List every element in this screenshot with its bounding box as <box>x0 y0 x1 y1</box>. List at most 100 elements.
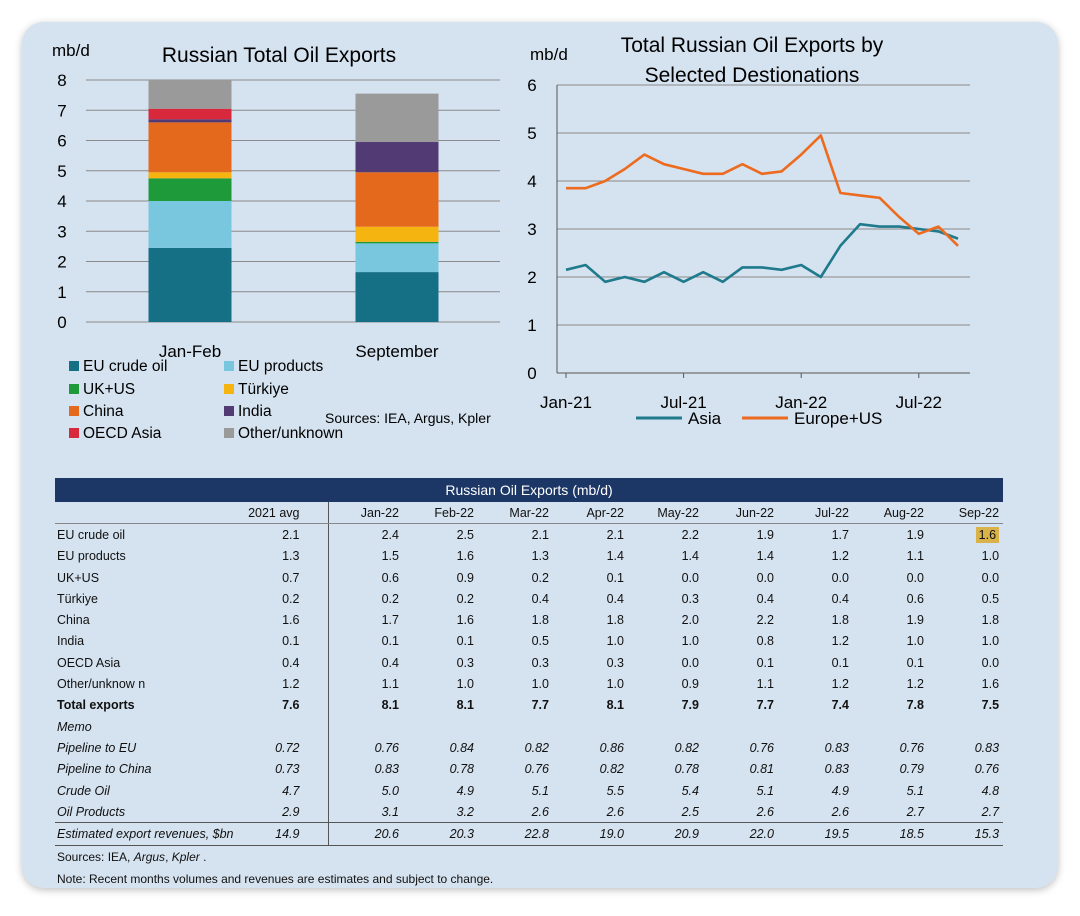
table-cell: 1.4 <box>606 549 624 564</box>
table-cell: 0.76 <box>899 740 924 755</box>
table-cell: 0.78 <box>449 762 474 777</box>
table-cell: 0.6 <box>906 591 924 606</box>
bar-chart-source: Sources: IEA, Argus, Kpler <box>325 410 491 426</box>
bar-category-label: Jan-Feb <box>159 342 221 361</box>
table-cell: 3.2 <box>456 804 474 819</box>
legend-swatch-eu_crude <box>69 361 79 371</box>
table-cell <box>240 715 329 738</box>
table-cell: 20.6 <box>328 822 403 846</box>
table-cell: 1.0 <box>606 677 624 692</box>
table-cell: 2.0 <box>681 613 699 628</box>
table-cell: 0.2 <box>381 591 399 606</box>
table-cell: 7.4 <box>831 698 849 713</box>
table-cell: 0.82 <box>524 740 549 755</box>
stacked-bar-chart: 0 1 2 3 4 5 6 7 8 Jan-Feb September Russian Total … <box>52 41 500 442</box>
bar-ytick-label: 4 <box>57 192 66 211</box>
table-cell: 1.3 <box>531 549 549 564</box>
table-row: OECD Asia 0.4 0.4 0.3 0.3 0.3 0.0 0.1 0.1 0.1 0.0 <box>55 652 1003 674</box>
row-label: Pipeline to China <box>57 762 152 777</box>
table-cell: 0.4 <box>831 591 849 606</box>
legend-swatch-eu_products <box>224 361 234 371</box>
table-cell: 1.2 <box>831 549 849 564</box>
row-label: Estimated export revenues, $bn <box>55 822 240 846</box>
table-cell: 0.73 <box>240 758 329 780</box>
table-cell: 0.5 <box>531 634 549 649</box>
row-label: Oil Products <box>57 804 126 819</box>
table-cell: 0.5 <box>981 591 1000 606</box>
table-header-row: 2021 avg Jan-22 Feb-22 Mar-22 Apr-22 May-22 Ju… <box>55 502 1004 525</box>
table-cell: 19.0 <box>553 822 628 846</box>
table-cell: 1.8 <box>981 613 1000 628</box>
line-xtick-label: Jul-22 <box>896 393 942 412</box>
table-cell <box>853 716 928 737</box>
table-cell: Sep-22 <box>928 502 1004 525</box>
line-ytick-label: 1 <box>527 316 536 335</box>
table-cell: 1.8 <box>831 613 849 628</box>
table-cell: 4.8 <box>981 783 1000 798</box>
table-cell: 2.2 <box>681 527 699 542</box>
row-label: UK+US <box>57 570 100 585</box>
table-cell: 7.9 <box>681 698 699 713</box>
legend-label-uk_us: UK+US <box>83 381 135 398</box>
bar-category-label: September <box>355 342 438 361</box>
table-row: Oil Products 2.9 3.1 3.2 2.6 2.6 2.5 2.6 2.6 2.7 2… <box>55 801 1003 823</box>
table-cell <box>553 716 628 737</box>
line-chart-title-2: Selected Destionations <box>645 64 860 87</box>
line-xtick-label: Jan-22 <box>775 393 827 412</box>
table-cell: 0.1 <box>756 655 774 670</box>
table-cell: 1.5 <box>381 549 399 564</box>
table-cell: 1.8 <box>606 613 624 628</box>
table-cell: 2.1 <box>240 523 329 546</box>
table-cell: 20.3 <box>403 822 478 846</box>
table-cell: 18.5 <box>853 822 928 846</box>
legend-label-other: Other/unknown <box>238 425 343 442</box>
table-cell: 1.6 <box>240 609 329 631</box>
table-cell: 2.1 <box>606 527 624 542</box>
legend-swatch-oecd_asia <box>69 428 79 438</box>
legend-swatch-china <box>69 406 79 416</box>
bar-segment-turkiye <box>148 172 232 179</box>
table-cell: 2.7 <box>906 804 924 819</box>
table-cell: 1.6 <box>456 613 474 628</box>
table-cell: 0.4 <box>606 591 624 606</box>
bar-ytick-label: 8 <box>57 71 66 90</box>
bar-chart-ylabel: mb/d <box>52 41 90 60</box>
table-cell: Feb-22 <box>403 502 478 525</box>
table-cell: 2021 avg <box>240 502 329 525</box>
table-cell: 1.2 <box>831 677 849 692</box>
table-cell: 0.0 <box>756 570 774 585</box>
table-cell: 1.2 <box>831 634 849 649</box>
table-cell <box>778 716 853 737</box>
table-cell: 7.8 <box>906 698 924 713</box>
table-cell: 5.1 <box>531 783 549 798</box>
table-cell: 5.1 <box>756 783 774 798</box>
table-row: Memo <box>55 715 1003 738</box>
table-cell: 0.82 <box>674 740 699 755</box>
table-cell: 0.8 <box>756 634 774 649</box>
line-chart-ylabel: mb/d <box>530 45 568 64</box>
table-cell: 1.6 <box>928 524 1003 546</box>
table-cell: 4.9 <box>456 783 474 798</box>
table-cell: 2.5 <box>456 527 474 542</box>
table-cell: 0.86 <box>599 740 624 755</box>
table-cell: 0.4 <box>756 591 774 606</box>
table-cell: 0.1 <box>240 630 329 653</box>
legend-label-oecd_asia: OECD Asia <box>83 425 162 442</box>
highlighted-value: 1.6 <box>975 526 1000 543</box>
table-cell: 22.0 <box>703 822 778 846</box>
table-cell: 15.3 <box>928 822 1004 846</box>
table-cell: 0.78 <box>674 762 699 777</box>
table-cell: 2.5 <box>681 804 699 819</box>
bar-ytick-label: 0 <box>57 313 66 332</box>
table-cell: Jun-22 <box>703 502 778 525</box>
table-row: EU products 1.3 1.5 1.6 1.3 1.4 1.4 1.4 1.2 1.1 1.… <box>55 545 1003 567</box>
table-cell: 4.7 <box>240 779 329 802</box>
table-cell: 7.5 <box>981 698 1000 713</box>
table-row: Pipeline to EU 0.72 0.76 0.84 0.82 0.86 0.82 0.… <box>55 737 1003 759</box>
legend-label-china: China <box>83 403 124 420</box>
bar-segment-india <box>355 142 439 173</box>
table-cell: 1.8 <box>531 613 549 628</box>
bar-chart-title: Russian Total Oil Exports <box>162 44 396 67</box>
table-cell: 1.1 <box>906 549 924 564</box>
table-cell: May-22 <box>628 502 703 525</box>
